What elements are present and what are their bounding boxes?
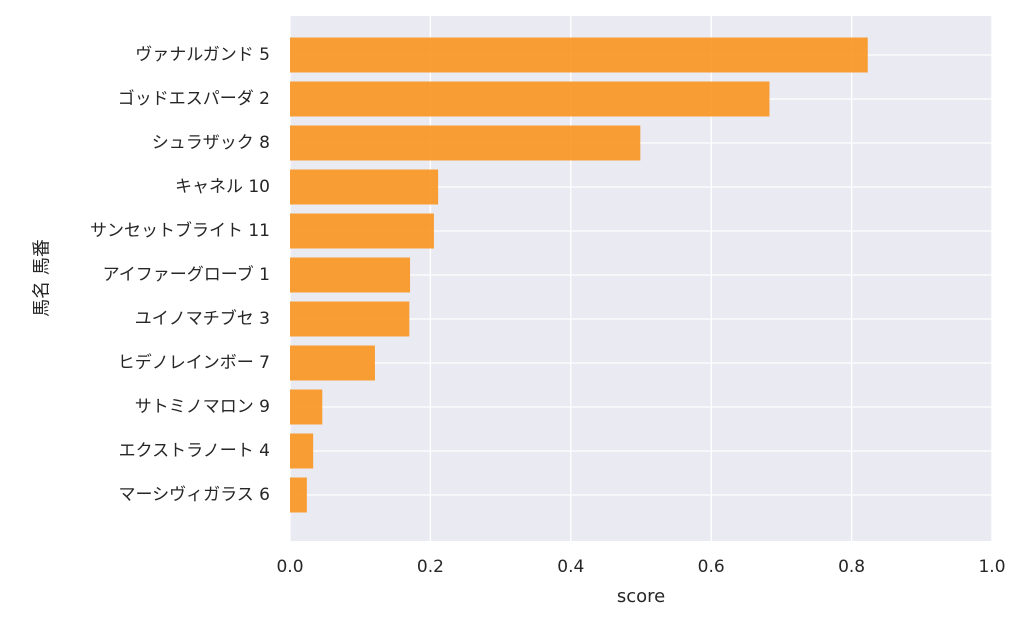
x-tick-labels: 0.0 0.2 0.4 0.6 0.8 1.0 bbox=[276, 557, 1005, 577]
x-tick-label: 0.4 bbox=[557, 557, 584, 577]
y-tick-label: シュラザック 8 bbox=[152, 133, 270, 153]
x-tick-label: 1.0 bbox=[978, 557, 1005, 577]
y-axis-label: 馬名 馬番 bbox=[32, 239, 53, 317]
bar bbox=[290, 433, 314, 469]
x-tick-label: 0.0 bbox=[276, 557, 303, 577]
y-tick-label: サンセットブライト 11 bbox=[90, 220, 270, 241]
y-tick-label: ヴァナルガンド 5 bbox=[135, 45, 270, 65]
y-tick-label: エクストラノート 4 bbox=[119, 441, 270, 461]
bar bbox=[290, 477, 307, 513]
y-tick-label: ゴッドエスパーダ 2 bbox=[118, 88, 270, 109]
bar bbox=[290, 213, 434, 249]
bar bbox=[290, 125, 641, 161]
bar bbox=[290, 389, 323, 425]
x-tick-label: 0.8 bbox=[838, 557, 865, 577]
bar bbox=[290, 257, 411, 293]
y-tick-labels: ヴァナルガンド 5 ゴッドエスパーダ 2 シュラザック 8 キャネル 10 サンセットブ… bbox=[90, 45, 270, 505]
bar bbox=[290, 301, 410, 337]
y-tick-label: ユイノマチブセ 3 bbox=[135, 308, 270, 329]
bars bbox=[290, 37, 868, 513]
x-axis-label: score bbox=[617, 586, 665, 607]
y-tick-label: アイファーグローブ 1 bbox=[103, 264, 270, 285]
x-tick-label: 0.6 bbox=[698, 557, 725, 577]
bar bbox=[290, 345, 375, 381]
y-tick-label: マーシヴィガラス 6 bbox=[118, 485, 270, 505]
y-tick-label: ヒデノレインボー 7 bbox=[118, 352, 270, 373]
bar bbox=[290, 169, 439, 205]
y-tick-label: キャネル 10 bbox=[175, 177, 270, 197]
x-tick-label: 0.2 bbox=[417, 557, 444, 577]
bar bbox=[290, 81, 770, 117]
bar bbox=[290, 37, 868, 73]
y-tick-label: サトミノマロン 9 bbox=[135, 397, 270, 417]
